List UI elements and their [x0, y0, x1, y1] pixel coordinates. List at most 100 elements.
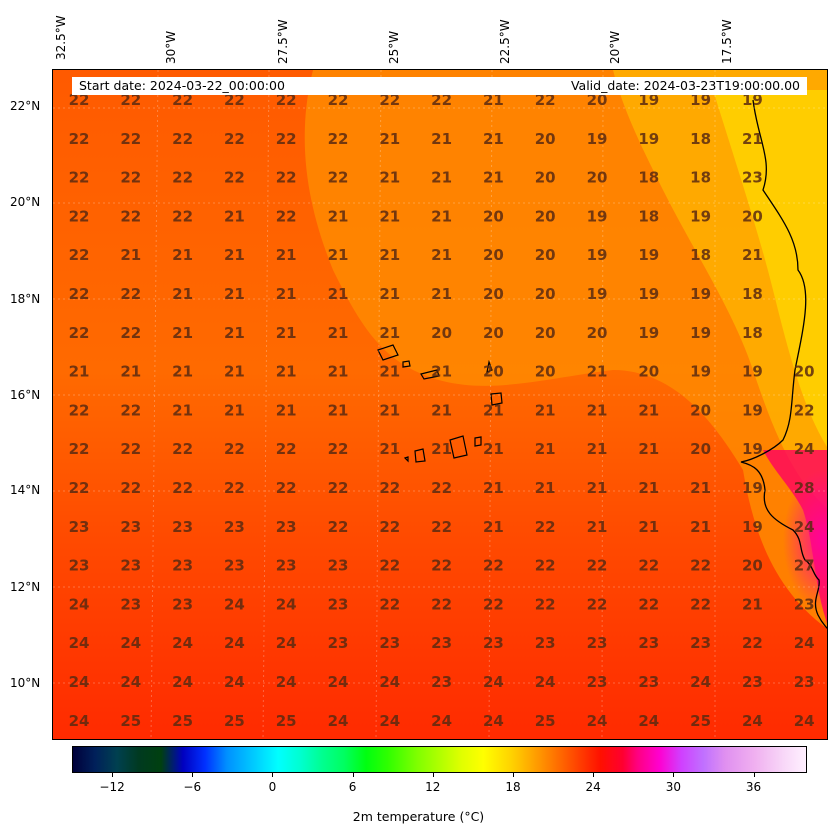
temperature-colorbar: [72, 746, 807, 773]
grid-value: 20: [587, 324, 608, 342]
longitude-label-25w: 25°W: [387, 30, 401, 64]
grid-value: 24: [172, 673, 193, 691]
grid-value: 20: [690, 440, 711, 458]
grid-value: 23: [172, 557, 193, 575]
grid-value: 21: [535, 401, 556, 419]
grid-value: 21: [431, 169, 452, 187]
grid-value: 22: [224, 91, 245, 109]
grid-value: 23: [587, 634, 608, 652]
grid-value: 23: [535, 634, 556, 652]
grid-value: 22: [172, 440, 193, 458]
island-brava: [403, 456, 409, 463]
grid-value: 24: [794, 634, 815, 652]
colorbar-tick-label: −12: [99, 780, 125, 794]
grid-value: 20: [638, 363, 659, 381]
colorbar-tick: [513, 773, 514, 777]
grid-value: 22: [120, 324, 141, 342]
grid-value: 21: [587, 440, 608, 458]
grid-value: 21: [172, 363, 193, 381]
grid-value: 19: [690, 207, 711, 225]
grid-value: 20: [535, 130, 556, 148]
grid-value: 21: [587, 479, 608, 497]
latitude-label-22n: 22°N: [10, 99, 41, 113]
grid-value: 18: [638, 169, 659, 187]
colorbar-tick-label: 36: [745, 780, 762, 794]
grid-value: 22: [587, 595, 608, 613]
grid-value: 21: [638, 479, 659, 497]
grid-value: 20: [535, 363, 556, 381]
grid-value: 24: [276, 595, 297, 613]
grid-value: 23: [587, 673, 608, 691]
grid-value: 22: [120, 91, 141, 109]
grid-value: 22: [69, 479, 90, 497]
grid-value: 23: [172, 518, 193, 536]
grid-value: 19: [638, 91, 659, 109]
grid-value: 24: [794, 518, 815, 536]
grid-value: 22: [638, 557, 659, 575]
latitude-label-12n: 12°N: [10, 580, 41, 594]
grid-value: 22: [483, 557, 504, 575]
longitude-label-32-5w: 32.5°W: [54, 15, 68, 60]
grid-value: 22: [69, 207, 90, 225]
colorbar-tick: [352, 773, 354, 777]
grid-value: 22: [742, 634, 763, 652]
grid-value: 22: [172, 130, 193, 148]
grid-value: 21: [690, 518, 711, 536]
grid-value: 22: [328, 130, 349, 148]
grid-value: 21: [535, 440, 556, 458]
grid-value: 23: [328, 557, 349, 575]
temperature-map-svg: 22 22 22 22 22 22 22 22 21 22 20 19 19 19 22 22 22 22 22 22…: [53, 70, 827, 739]
grid-value: 23: [120, 557, 141, 575]
grid-value: 18: [690, 246, 711, 264]
grid-value: 23: [638, 634, 659, 652]
grid-value: 21: [483, 91, 504, 109]
grid-value: 23: [172, 595, 193, 613]
grid-value: 24: [690, 673, 711, 691]
grid-value: 21: [224, 207, 245, 225]
grid-value: 24: [276, 673, 297, 691]
grid-value: 21: [431, 130, 452, 148]
hottest-land-spot: [783, 470, 827, 610]
grid-value: 20: [535, 246, 556, 264]
grid-value: 25: [276, 712, 297, 730]
grid-value: 19: [638, 324, 659, 342]
colorbar-tick-label: 24: [585, 780, 601, 794]
grid-value: 19: [638, 246, 659, 264]
grid-value: 18: [742, 285, 763, 303]
grid-value: 22: [535, 91, 556, 109]
grid-value: 24: [224, 673, 245, 691]
grid-value: 19: [587, 246, 608, 264]
grid-value: 23: [69, 518, 90, 536]
longitude-label-30w: 30°W: [164, 30, 178, 64]
grid-value: 21: [379, 130, 400, 148]
grid-value: 24: [379, 712, 400, 730]
lon-gridline: [488, 70, 493, 739]
grid-value: 23: [120, 518, 141, 536]
grid-value: 22: [328, 91, 349, 109]
grid-value: 21: [587, 518, 608, 536]
grid-value: 21: [483, 518, 504, 536]
grid-value: 20: [483, 207, 504, 225]
grid-value: 23: [794, 595, 815, 613]
lon-gridline: [601, 70, 604, 739]
grid-value: 19: [690, 285, 711, 303]
grid-value: 24: [69, 712, 90, 730]
grid-value: 23: [742, 673, 763, 691]
island-santiago: [449, 435, 468, 459]
lon-gridline: [150, 70, 159, 739]
grid-value: 19: [587, 285, 608, 303]
grid-value: 28: [794, 479, 815, 497]
temperature-map[interactable]: 22 22 22 22 22 22 22 22 21 22 20 19 19 19 22 22 22 22 22 22…: [52, 69, 828, 740]
grid-value: 22: [535, 595, 556, 613]
grid-value: 25: [224, 712, 245, 730]
grid-value: 21: [69, 363, 90, 381]
latitude-label-16n: 16°N: [10, 388, 41, 402]
grid-value: 24: [587, 712, 608, 730]
grid-value: 22: [172, 169, 193, 187]
grid-value: 24: [328, 712, 349, 730]
grid-value: 21: [638, 440, 659, 458]
grid-value: 21: [379, 207, 400, 225]
grid-value: 25: [535, 712, 556, 730]
grid-value: 25: [690, 712, 711, 730]
grid-value: 24: [431, 712, 452, 730]
